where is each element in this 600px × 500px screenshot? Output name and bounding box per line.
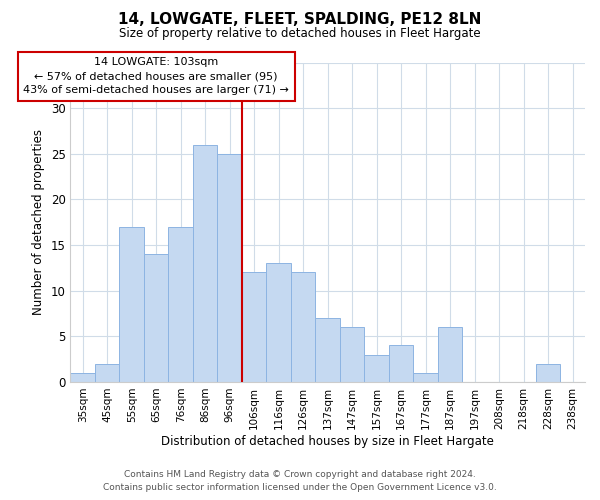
Text: Size of property relative to detached houses in Fleet Hargate: Size of property relative to detached ho… [119,28,481,40]
Bar [169,227,193,382]
Bar [144,254,169,382]
Text: 14 LOWGATE: 103sqm
← 57% of detached houses are smaller (95)
43% of semi-detache: 14 LOWGATE: 103sqm ← 57% of detached hou… [23,57,289,95]
Bar [536,364,560,382]
Text: Contains HM Land Registry data © Crown copyright and database right 2024.
Contai: Contains HM Land Registry data © Crown c… [103,470,497,492]
Text: 14, LOWGATE, FLEET, SPALDING, PE12 8LN: 14, LOWGATE, FLEET, SPALDING, PE12 8LN [118,12,482,28]
Y-axis label: Number of detached properties: Number of detached properties [32,129,45,315]
Bar [193,144,217,382]
Bar [70,373,95,382]
Bar [438,327,463,382]
Bar [242,272,266,382]
Bar [291,272,316,382]
Bar [95,364,119,382]
Bar [266,264,291,382]
Bar [364,354,389,382]
Bar [316,318,340,382]
Bar [413,373,438,382]
X-axis label: Distribution of detached houses by size in Fleet Hargate: Distribution of detached houses by size … [161,434,494,448]
Bar [340,327,364,382]
Bar [389,346,413,382]
Bar [119,227,144,382]
Bar [217,154,242,382]
